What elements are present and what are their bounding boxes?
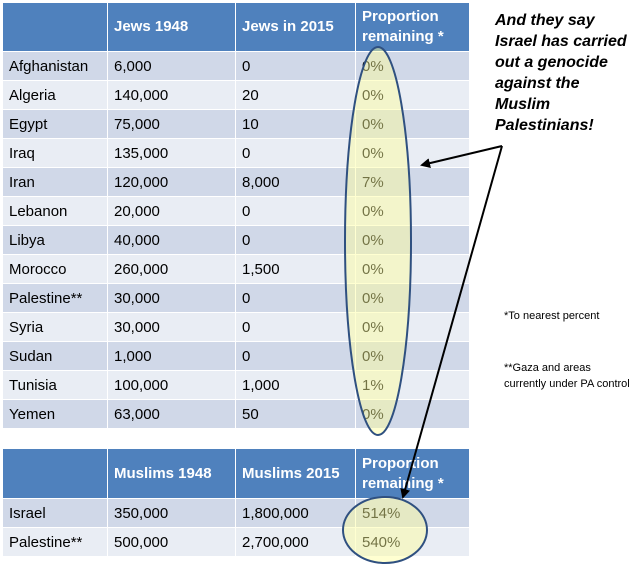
value-cell: 0% <box>355 254 470 284</box>
value-cell: 0% <box>355 399 470 429</box>
country-cell: Libya <box>2 225 108 255</box>
header-cell <box>2 2 108 52</box>
country-cell: Lebanon <box>2 196 108 226</box>
value-cell: 0 <box>235 312 356 342</box>
value-cell: 514% <box>355 498 470 528</box>
value-cell: 6,000 <box>107 51 236 81</box>
value-cell: 0 <box>235 196 356 226</box>
value-cell: 260,000 <box>107 254 236 284</box>
value-cell: 30,000 <box>107 312 236 342</box>
value-cell: 0 <box>235 225 356 255</box>
table-row: Palestine** 30,000 0 0% <box>2 283 470 313</box>
country-cell: Egypt <box>2 109 108 139</box>
annotation-text: And they say Israel has carried out a ge… <box>495 12 627 134</box>
value-cell: 540% <box>355 527 470 557</box>
jews-table: Jews 1948 Jews in 2015 Proportion remain… <box>2 2 470 429</box>
table-row: Algeria 140,000 20 0% <box>2 80 470 110</box>
value-cell: 8,000 <box>235 167 356 197</box>
value-cell: 120,000 <box>107 167 236 197</box>
muslims-table: Muslims 1948 Muslims 2015 Proportion rem… <box>2 448 470 557</box>
country-cell: Afghanistan <box>2 51 108 81</box>
value-cell: 100,000 <box>107 370 236 400</box>
country-cell: Iraq <box>2 138 108 168</box>
value-cell: 20,000 <box>107 196 236 226</box>
value-cell: 1% <box>355 370 470 400</box>
value-cell: 0 <box>235 51 356 81</box>
value-cell: 0% <box>355 341 470 371</box>
table-row: Israel 350,000 1,800,000 514% <box>2 498 470 528</box>
table-row: Syria 30,000 0 0% <box>2 312 470 342</box>
value-cell: 1,500 <box>235 254 356 284</box>
country-cell: Yemen <box>2 399 108 429</box>
country-cell: Iran <box>2 167 108 197</box>
value-cell: 1,800,000 <box>235 498 356 528</box>
value-cell: 0% <box>355 283 470 313</box>
table-row: Libya 40,000 0 0% <box>2 225 470 255</box>
header-row: Muslims 1948 Muslims 2015 Proportion rem… <box>2 448 470 499</box>
value-cell: 0 <box>235 341 356 371</box>
header-cell: Jews 1948 <box>107 2 236 52</box>
table-row: Lebanon 20,000 0 0% <box>2 196 470 226</box>
table-row: Egypt 75,000 10 0% <box>2 109 470 139</box>
country-cell: Palestine** <box>2 283 108 313</box>
country-cell: Sudan <box>2 341 108 371</box>
header-cell: Muslims 1948 <box>107 448 236 499</box>
value-cell: 2,700,000 <box>235 527 356 557</box>
country-cell: Algeria <box>2 80 108 110</box>
footnote-percent: *To nearest percent <box>504 310 600 322</box>
header-cell <box>2 448 108 499</box>
value-cell: 0% <box>355 51 470 81</box>
value-cell: 40,000 <box>107 225 236 255</box>
country-cell: Syria <box>2 312 108 342</box>
value-cell: 75,000 <box>107 109 236 139</box>
value-cell: 140,000 <box>107 80 236 110</box>
table-row: Tunisia 100,000 1,000 1% <box>2 370 470 400</box>
country-cell: Palestine** <box>2 527 108 557</box>
value-cell: 0% <box>355 312 470 342</box>
value-cell: 20 <box>235 80 356 110</box>
value-cell: 30,000 <box>107 283 236 313</box>
table-row: Iran 120,000 8,000 7% <box>2 167 470 197</box>
value-cell: 0% <box>355 109 470 139</box>
header-cell: Proportion remaining * <box>355 2 470 52</box>
value-cell: 135,000 <box>107 138 236 168</box>
table-row: Yemen 63,000 50 0% <box>2 399 470 429</box>
footnote-palestine: **Gaza and areas currently under PA cont… <box>504 362 630 390</box>
value-cell: 1,000 <box>235 370 356 400</box>
country-cell: Israel <box>2 498 108 528</box>
header-row: Jews 1948 Jews in 2015 Proportion remain… <box>2 2 470 52</box>
value-cell: 0% <box>355 138 470 168</box>
country-cell: Morocco <box>2 254 108 284</box>
value-cell: 0% <box>355 80 470 110</box>
header-cell: Proportion remaining * <box>355 448 470 499</box>
value-cell: 0% <box>355 225 470 255</box>
value-cell: 63,000 <box>107 399 236 429</box>
value-cell: 0% <box>355 196 470 226</box>
value-cell: 0 <box>235 138 356 168</box>
country-cell: Tunisia <box>2 370 108 400</box>
value-cell: 50 <box>235 399 356 429</box>
table-row: Sudan 1,000 0 0% <box>2 341 470 371</box>
value-cell: 350,000 <box>107 498 236 528</box>
table-row: Morocco 260,000 1,500 0% <box>2 254 470 284</box>
header-cell: Muslims 2015 <box>235 448 356 499</box>
value-cell: 1,000 <box>107 341 236 371</box>
value-cell: 500,000 <box>107 527 236 557</box>
table-row: Palestine** 500,000 2,700,000 540% <box>2 527 470 557</box>
table-row: Afghanistan 6,000 0 0% <box>2 51 470 81</box>
value-cell: 10 <box>235 109 356 139</box>
header-cell: Jews in 2015 <box>235 2 356 52</box>
table-row: Iraq 135,000 0 0% <box>2 138 470 168</box>
value-cell: 0 <box>235 283 356 313</box>
value-cell: 7% <box>355 167 470 197</box>
